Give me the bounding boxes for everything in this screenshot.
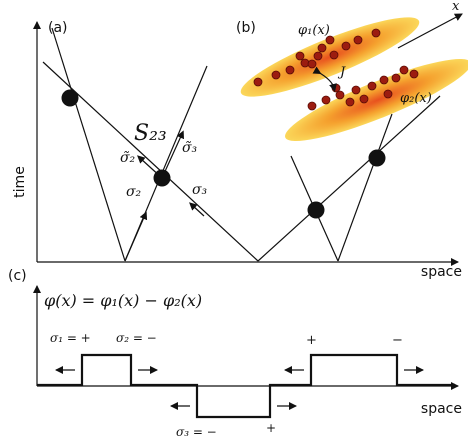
atom (352, 86, 360, 94)
ray-label: σ̃₂ (120, 150, 136, 166)
atom (272, 71, 280, 79)
sign-label: + (266, 421, 276, 435)
panel-a: (a) time space S₂₃ σ̃₂ σ̃₃ σ₂ σ₃ (12, 20, 462, 280)
sign-label: − (392, 333, 403, 348)
axis-label: x (452, 0, 460, 14)
field-label: φ₁(x) (298, 23, 330, 38)
atom (354, 36, 362, 44)
ray-label: σ₃ (192, 182, 208, 198)
sign-label: σ₃ = − (176, 425, 217, 439)
atom (360, 95, 368, 103)
atom (330, 51, 338, 59)
formula: φ(x) = φ₁(x) − φ₂(x) (44, 291, 202, 310)
atom (254, 78, 262, 86)
atom (322, 96, 330, 104)
atom (380, 76, 388, 84)
atom (308, 102, 316, 110)
world-line (338, 114, 392, 261)
atom (384, 90, 392, 98)
axis-label: time (12, 166, 28, 198)
sign-label: σ₂ = − (116, 331, 157, 345)
world-line (52, 28, 125, 261)
atom (372, 29, 380, 37)
panel-label: (a) (48, 20, 68, 36)
atom (296, 52, 304, 60)
atom (308, 60, 316, 68)
panel-c: (c) φ(x) = φ₁(x) − φ₂(x) space σ₁ = + σ₂… (8, 268, 462, 439)
atom (346, 98, 354, 106)
panel-label: (c) (8, 268, 27, 284)
field-label: φ₂(x) (400, 91, 432, 106)
atom (342, 42, 350, 50)
vertex-label: S₂₃ (134, 121, 167, 146)
figure: (a) time space S₂₃ σ̃₂ σ̃₃ σ₂ σ₃ (b) x φ… (0, 0, 468, 440)
sign-label: σ₁ = + (50, 331, 91, 345)
atom (286, 66, 294, 74)
atom (410, 70, 418, 78)
atom (400, 66, 408, 74)
ray-label: σ₂ (126, 184, 142, 200)
collision (308, 202, 325, 219)
collision (154, 170, 171, 187)
world-line (192, 205, 204, 216)
ray-label: σ̃₃ (182, 140, 198, 156)
axis-label: space (421, 401, 462, 417)
atom (314, 52, 322, 60)
panel-label: (b) (236, 20, 256, 36)
atom (368, 82, 376, 90)
sign-label: + (306, 333, 317, 348)
atom (392, 74, 400, 82)
collision (62, 90, 79, 107)
panel-b: (b) x φ₁(x) φ₂(x) J (234, 0, 468, 154)
atom (318, 44, 326, 52)
axis-label: space (421, 264, 462, 280)
world-line (125, 66, 207, 261)
collision (369, 150, 386, 167)
